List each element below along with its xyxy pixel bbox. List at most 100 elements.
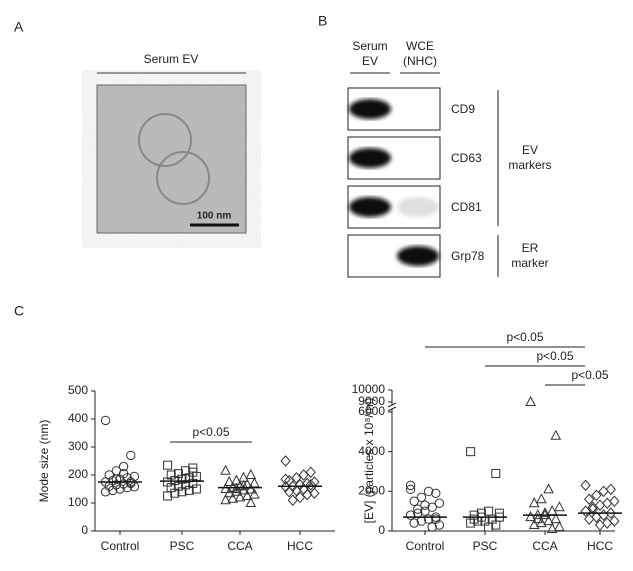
point xyxy=(100,487,111,497)
point xyxy=(294,491,306,504)
row-label: CD81 xyxy=(451,200,482,214)
band xyxy=(397,246,439,266)
point xyxy=(528,518,540,530)
point xyxy=(111,474,122,484)
point xyxy=(280,455,291,467)
point xyxy=(539,507,551,518)
row-label: CD63 xyxy=(451,151,482,165)
y-tick-label: 10000 xyxy=(352,382,386,396)
point xyxy=(231,485,242,496)
band xyxy=(349,148,391,168)
micrograph-texture xyxy=(97,85,246,233)
point xyxy=(305,466,316,478)
point xyxy=(431,488,441,499)
point xyxy=(491,520,501,530)
point xyxy=(170,488,180,498)
point xyxy=(245,483,257,494)
point xyxy=(126,450,136,461)
point xyxy=(280,473,291,485)
point xyxy=(532,513,544,524)
point xyxy=(431,514,441,524)
y-tick-label: 400 xyxy=(68,411,88,425)
y-tick-label: 200 xyxy=(68,467,88,481)
point xyxy=(284,486,295,498)
point xyxy=(536,493,547,504)
column-label: WCE xyxy=(406,39,434,53)
point xyxy=(241,489,253,500)
panel-label: B xyxy=(318,13,327,29)
x-tick-label: CCA xyxy=(532,539,557,553)
point xyxy=(416,492,427,502)
point xyxy=(177,487,187,497)
panel-label: A xyxy=(14,19,24,35)
point xyxy=(580,479,591,492)
point xyxy=(298,469,309,481)
y-tick-label: 9000 xyxy=(358,394,385,408)
point xyxy=(423,486,434,497)
y-tick-label: 4000 xyxy=(358,444,385,458)
point xyxy=(594,499,606,511)
point xyxy=(115,484,125,494)
y-tick-label: 500 xyxy=(68,383,88,397)
point xyxy=(181,473,191,483)
point xyxy=(609,515,620,527)
point xyxy=(188,467,198,477)
point xyxy=(543,515,554,526)
point xyxy=(413,504,423,514)
point xyxy=(546,522,558,534)
point xyxy=(238,480,249,491)
x-tick-label: HCC xyxy=(287,539,313,553)
point xyxy=(550,513,562,524)
point xyxy=(405,480,416,491)
point xyxy=(598,485,609,498)
point xyxy=(291,484,302,497)
x-tick-label: CCA xyxy=(227,539,252,553)
point xyxy=(528,497,540,508)
point xyxy=(554,520,565,532)
significance-label: p<0.05 xyxy=(536,349,573,363)
axis-break xyxy=(387,406,397,412)
point xyxy=(220,464,231,475)
point xyxy=(420,506,430,516)
point xyxy=(469,514,479,524)
y-tick-label: 100 xyxy=(68,495,88,509)
x-tick-label: Control xyxy=(406,539,445,553)
y-tick-label: 300 xyxy=(68,439,88,453)
x-tick-label: Control xyxy=(101,539,140,553)
point xyxy=(420,500,430,510)
y-tick-label: 2000 xyxy=(358,484,385,498)
point xyxy=(587,503,598,515)
point xyxy=(427,502,437,512)
x-tick-label: PSC xyxy=(473,539,498,553)
point xyxy=(287,494,298,506)
point xyxy=(234,491,246,502)
point xyxy=(191,484,201,494)
point xyxy=(602,517,613,529)
point xyxy=(163,491,173,501)
column-label: (NHC) xyxy=(403,54,437,68)
point xyxy=(118,479,129,489)
point xyxy=(591,489,602,502)
y-tick-label: 0 xyxy=(378,523,385,537)
point xyxy=(587,501,598,513)
point xyxy=(163,460,173,470)
vesicle xyxy=(156,151,210,205)
point xyxy=(227,492,239,503)
y-axis-label: [EV] (particles x 10⁸/ml) xyxy=(362,398,376,524)
significance-label: p<0.05 xyxy=(506,330,543,344)
axis-break xyxy=(387,402,397,408)
column-label: EV xyxy=(362,54,378,68)
point xyxy=(108,485,118,496)
band xyxy=(349,99,391,119)
point xyxy=(409,496,419,506)
point xyxy=(584,513,595,525)
point xyxy=(223,475,235,486)
row-label: Grp78 xyxy=(451,249,485,263)
point xyxy=(602,497,613,509)
significance-label: p<0.05 xyxy=(192,425,229,439)
band xyxy=(397,197,439,217)
row-label: CD9 xyxy=(451,102,475,116)
point xyxy=(466,447,476,457)
point xyxy=(423,514,434,524)
